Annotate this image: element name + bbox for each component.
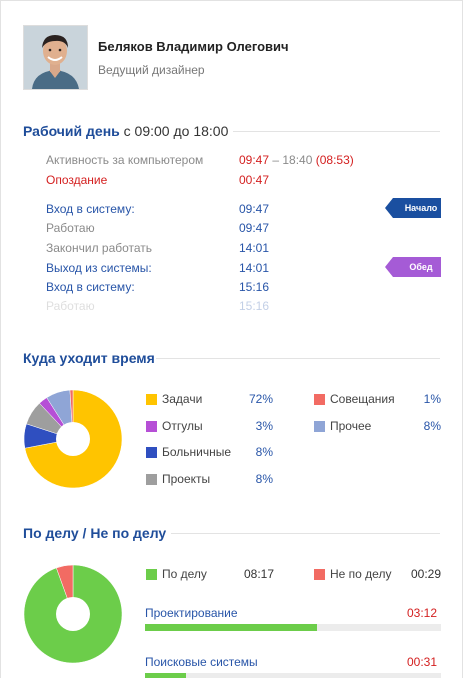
employee-role: Ведущий дизайнер (98, 63, 205, 77)
legend-swatch (314, 569, 325, 580)
log-label[interactable]: Выход из системы: (46, 261, 152, 275)
legend-value: 8% (423, 419, 441, 433)
legend-label: Прочее (330, 419, 372, 433)
legend-value: 1% (423, 392, 441, 406)
late-label: Опоздание (46, 173, 108, 187)
legend-swatch (146, 394, 157, 405)
category-progress-fill (145, 624, 317, 631)
legend-value: 72% (248, 392, 273, 406)
legend-label: По делу (162, 567, 207, 581)
legend-swatch (146, 421, 157, 432)
relevance-pie-chart (23, 564, 123, 664)
legend-swatch (314, 394, 325, 405)
log-time: 09:47 (239, 221, 270, 235)
section-divider (233, 131, 440, 132)
legend-label: Больничные (162, 445, 232, 459)
legend-swatch (314, 421, 325, 432)
time-spent-pie-chart (23, 389, 123, 489)
category-progress-fill (145, 673, 187, 678)
legend-value: 3% (255, 419, 273, 433)
legend-label: Задачи (162, 392, 203, 406)
category-time: 03:12 (406, 606, 437, 620)
category-progress-bar (145, 673, 441, 678)
log-time: 09:47 (239, 202, 270, 216)
log-time: 15:16 (239, 280, 270, 294)
legend-value: 00:29 (410, 567, 441, 581)
lunch-badge[interactable]: Обед (385, 257, 441, 277)
legend-value: 8% (255, 445, 273, 459)
category-label[interactable]: Поисковые системы (145, 655, 258, 669)
legend-value: 8% (255, 472, 273, 486)
avatar-image (24, 26, 87, 89)
activity-value: 09:47 – 18:40 (08:53) (239, 153, 354, 167)
log-label: Закончил работать (46, 241, 153, 255)
workday-title-label: Рабочий день (23, 123, 120, 139)
legend-label: Совещания (330, 392, 395, 406)
log-label[interactable]: Вход в систему: (46, 280, 135, 294)
start-badge[interactable]: Начало (385, 198, 441, 218)
log-time: 15:16 (239, 299, 270, 313)
category-label[interactable]: Проектирование (145, 606, 238, 620)
section-divider (156, 358, 440, 359)
relevance-title: По делу / Не по делу (23, 525, 167, 541)
activity-label: Активность за компьютером (46, 153, 204, 167)
legend-label: Отгулы (162, 419, 203, 433)
time-spent-title: Куда уходит время (23, 350, 155, 366)
section-divider (171, 533, 440, 534)
employee-name[interactable]: Беляков Владимир Олегович (98, 39, 289, 54)
legend-label: Проекты (162, 472, 211, 486)
log-time: 14:01 (239, 241, 270, 255)
log-label: Работаю (46, 221, 95, 235)
log-label: Работаю (46, 299, 95, 313)
log-time: 14:01 (239, 261, 270, 275)
avatar[interactable] (23, 25, 88, 90)
legend-swatch (146, 474, 157, 485)
category-time: 00:31 (406, 655, 437, 669)
legend-value: 08:17 (243, 567, 274, 581)
workday-title: Рабочий день с 09:00 до 18:00 (23, 123, 228, 139)
late-value: 00:47 (239, 173, 270, 187)
legend-swatch (146, 569, 157, 580)
workday-hours: с 09:00 до 18:00 (123, 123, 229, 139)
log-label[interactable]: Вход в систему: (46, 202, 135, 216)
donut-hole (56, 597, 90, 631)
category-progress-bar (145, 624, 441, 631)
donut-hole (56, 422, 90, 456)
legend-swatch (146, 447, 157, 458)
legend-label: Не по делу (330, 567, 392, 581)
